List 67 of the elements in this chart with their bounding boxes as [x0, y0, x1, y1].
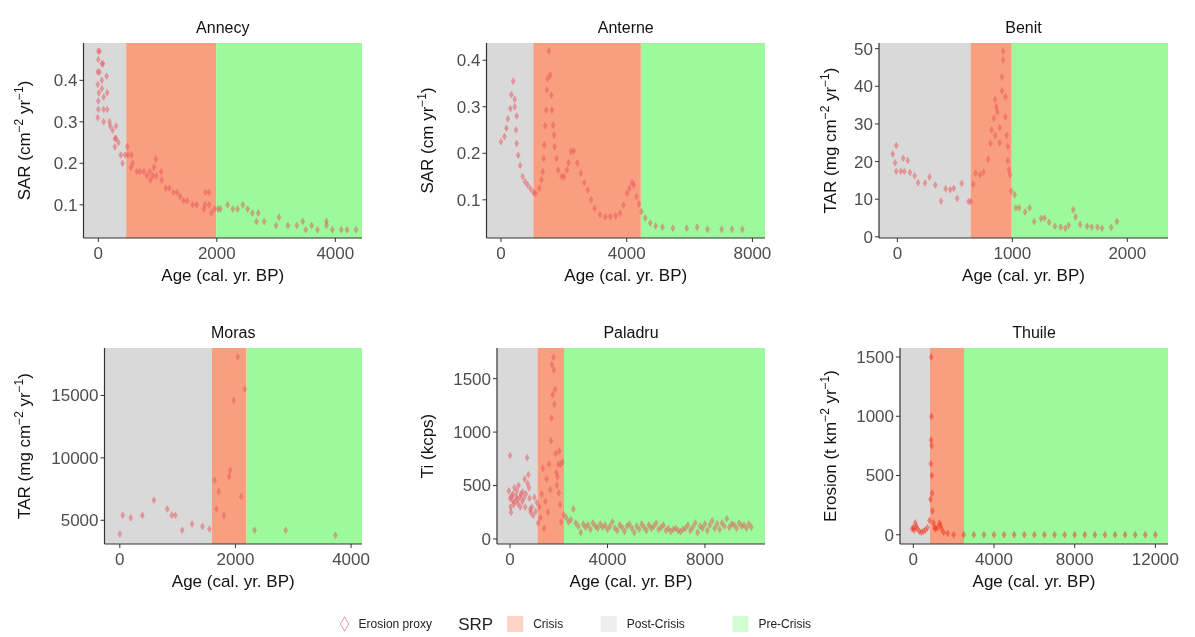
y-tick-label: 0.2 — [456, 144, 481, 164]
x-tick-label: 8000 — [1055, 550, 1094, 569]
point — [164, 505, 170, 513]
y-tick-label: 1000 — [453, 423, 491, 443]
y-tick-label: 1500 — [453, 369, 491, 389]
x-tick-label: 2000 — [216, 550, 255, 569]
chart-title: Moras — [211, 324, 256, 341]
point — [928, 353, 934, 361]
y-tick-label: 1000 — [856, 407, 894, 427]
y-tick-label: 0.4 — [53, 71, 78, 91]
y-tick-label: 50 — [854, 39, 873, 59]
x-tick-label: 4000 — [975, 550, 1013, 569]
point — [928, 436, 934, 444]
legend-label: Pre-Crisis — [758, 617, 812, 632]
x-tick-label: 4000 — [588, 550, 627, 569]
x-axis-title: Age (cal. yr. BP) — [171, 572, 295, 591]
y-tick-label: 0.2 — [53, 154, 78, 174]
x-axis-title: Age (cal. yr. BP) — [569, 572, 693, 591]
y-tick-label: 0.1 — [53, 195, 78, 215]
x-tick-label: 8000 — [686, 550, 724, 569]
x-tick-label: 4000 — [607, 244, 646, 263]
chart-title: Benit — [1005, 19, 1043, 36]
chart-title: Annecy — [196, 19, 250, 36]
x-tick-label: 12000 — [1131, 550, 1180, 569]
legend-label: Post-Crisis — [626, 617, 685, 632]
y-tick-label: 0.3 — [456, 97, 481, 117]
x-tick-label: 0 — [496, 244, 506, 263]
x-tick-label: 2000 — [197, 244, 236, 263]
y-tick-label: 0 — [481, 529, 491, 549]
y-tick-label: 10000 — [51, 448, 99, 468]
legend-title: SRP — [458, 614, 494, 634]
chart-title: Anterne — [597, 19, 654, 36]
x-tick-label: 1000 — [993, 244, 1032, 263]
point — [117, 530, 123, 538]
y-tick-label: 5000 — [60, 511, 99, 531]
chart-title: Thuile — [1012, 324, 1056, 341]
x-tick-label: 8000 — [733, 244, 772, 263]
x-tick-label: 2000 — [1108, 244, 1147, 263]
y-tick-label: 15000 — [51, 386, 99, 406]
x-tick-label: 4000 — [332, 550, 370, 569]
x-tick-label: 0 — [505, 550, 515, 569]
x-tick-label: 0 — [115, 550, 125, 569]
point — [189, 520, 195, 528]
y-tick-label: 40 — [854, 77, 873, 97]
x-axis-title: Age (cal. yr. BP) — [161, 266, 285, 285]
x-axis-title: Age (cal. yr. BP) — [962, 266, 1085, 285]
x-axis-title: Age (cal. yr. BP) — [972, 572, 1096, 591]
y-tick-label: 0.1 — [456, 190, 481, 210]
y-tick-label: 0 — [884, 525, 894, 545]
chart-title: Paladru — [603, 324, 659, 341]
y-tick-label: 20 — [854, 152, 873, 172]
y-tick-label: 0.4 — [456, 51, 481, 71]
y-tick-label: 30 — [854, 114, 873, 134]
x-axis-title: Age (cal. yr. BP) — [564, 266, 688, 285]
point — [128, 514, 134, 522]
legend-label: Crisis — [533, 617, 564, 632]
y-tick-label: 1500 — [856, 347, 894, 367]
y-tick-label: 0 — [863, 227, 873, 247]
legend-label: Erosion proxy — [358, 617, 432, 632]
y-tick-label: 10 — [854, 190, 873, 210]
y-tick-label: 0.3 — [53, 112, 78, 132]
x-tick-label: 4000 — [316, 244, 355, 263]
y-axis-title: Ti (kcps) — [418, 413, 437, 479]
y-tick-label: 500 — [865, 466, 894, 486]
y-tick-label: 500 — [462, 476, 491, 496]
point — [242, 385, 248, 393]
x-tick-label: 0 — [908, 550, 919, 569]
